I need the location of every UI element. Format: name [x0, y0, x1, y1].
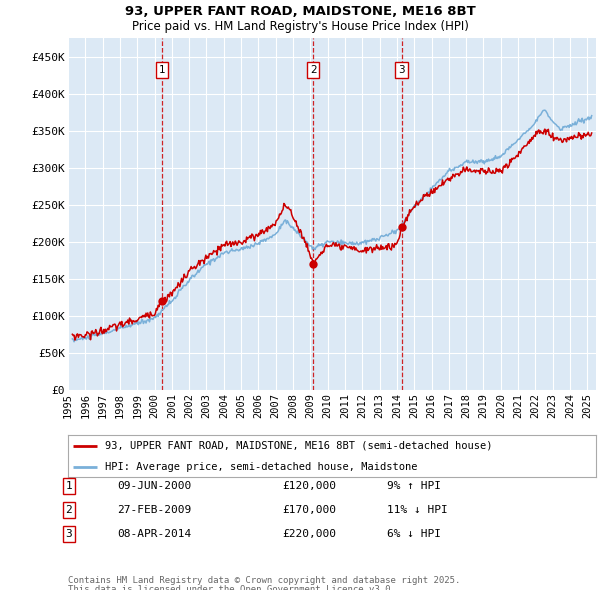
Text: 93, UPPER FANT ROAD, MAIDSTONE, ME16 8BT (semi-detached house): 93, UPPER FANT ROAD, MAIDSTONE, ME16 8BT… — [105, 441, 493, 451]
Text: 2: 2 — [65, 505, 73, 515]
Text: HPI: Average price, semi-detached house, Maidstone: HPI: Average price, semi-detached house,… — [105, 461, 418, 471]
Text: Contains HM Land Registry data © Crown copyright and database right 2025.: Contains HM Land Registry data © Crown c… — [68, 576, 460, 585]
Text: 3: 3 — [398, 65, 405, 75]
Text: 93, UPPER FANT ROAD, MAIDSTONE, ME16 8BT: 93, UPPER FANT ROAD, MAIDSTONE, ME16 8BT — [125, 5, 475, 18]
Text: 3: 3 — [65, 529, 73, 539]
Text: This data is licensed under the Open Government Licence v3.0.: This data is licensed under the Open Gov… — [68, 585, 396, 590]
Text: £120,000: £120,000 — [282, 481, 336, 491]
Text: £170,000: £170,000 — [282, 505, 336, 515]
Text: 6% ↓ HPI: 6% ↓ HPI — [387, 529, 441, 539]
Text: 1: 1 — [65, 481, 73, 491]
Text: 11% ↓ HPI: 11% ↓ HPI — [387, 505, 448, 515]
Text: 2: 2 — [310, 65, 316, 75]
Text: 09-JUN-2000: 09-JUN-2000 — [117, 481, 191, 491]
Text: 1: 1 — [159, 65, 166, 75]
Text: 9% ↑ HPI: 9% ↑ HPI — [387, 481, 441, 491]
Text: 08-APR-2014: 08-APR-2014 — [117, 529, 191, 539]
Text: Price paid vs. HM Land Registry's House Price Index (HPI): Price paid vs. HM Land Registry's House … — [131, 20, 469, 33]
Text: 27-FEB-2009: 27-FEB-2009 — [117, 505, 191, 515]
Text: £220,000: £220,000 — [282, 529, 336, 539]
